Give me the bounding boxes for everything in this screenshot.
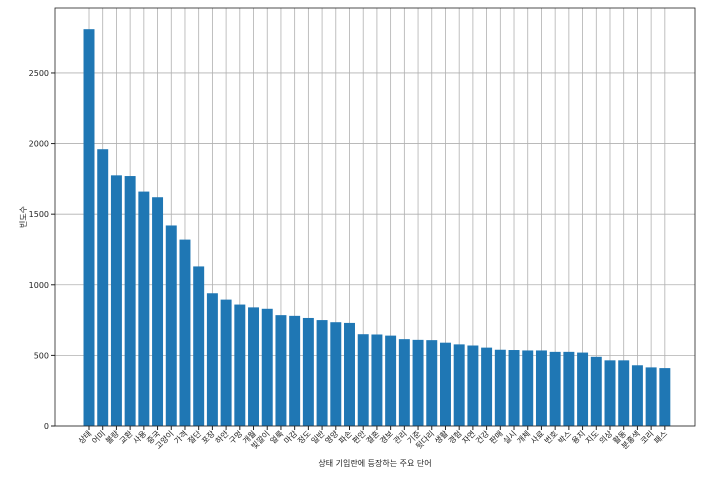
bar (508, 350, 520, 426)
x-tick-label: 박스 (556, 428, 573, 445)
bar (330, 322, 342, 426)
bar (165, 225, 177, 426)
bar (385, 335, 397, 426)
x-tick-label: 포장 (199, 428, 217, 446)
bar (398, 339, 410, 426)
bar (618, 360, 630, 426)
bar (494, 349, 506, 426)
bar (110, 175, 122, 426)
x-tick-label: 구멍 (227, 428, 244, 445)
bar (577, 352, 589, 426)
x-tick-label: 판매 (488, 429, 505, 446)
bar (248, 307, 260, 426)
x-tick-label: 영양 (323, 428, 341, 446)
bar (522, 350, 534, 426)
bar (645, 367, 657, 426)
bar (316, 320, 328, 426)
bar (152, 197, 164, 426)
x-tick-label: 용지 (570, 429, 587, 446)
y-axis-label: 빈도수 (19, 206, 28, 228)
x-tick-label: 사용 (131, 429, 148, 446)
x-tick-label: 사료 (529, 429, 546, 446)
x-tick-label: 패스 (652, 428, 669, 445)
bar (467, 345, 479, 426)
y-tick-label: 500 (34, 351, 49, 360)
x-tick-label: 경험 (446, 428, 463, 445)
x-tick-label: 어미 (90, 428, 107, 445)
bar (631, 365, 643, 426)
x-tick-label: 교환 (117, 428, 135, 446)
x-tick-label: 실시 (501, 428, 518, 445)
x-tick-label: 코리 (639, 429, 656, 446)
y-tick-label: 0 (44, 422, 49, 431)
x-tick-label: 상태 (76, 428, 93, 445)
bar (261, 308, 273, 426)
bar (138, 191, 150, 426)
x-tick-label: 의상 (597, 428, 615, 446)
y-tick-label: 2000 (29, 140, 49, 149)
bar (234, 304, 246, 426)
bar (97, 149, 109, 426)
x-tick-label: 자연 (461, 429, 478, 446)
bar (302, 317, 314, 426)
bar (549, 351, 561, 426)
x-tick-label: 경보 (378, 428, 395, 445)
x-tick-label: 하얀 (213, 428, 231, 446)
bar (193, 266, 205, 426)
bar (412, 339, 424, 426)
bar (590, 356, 602, 426)
plot-frame (54, 7, 696, 427)
bar (604, 360, 616, 426)
x-tick-label: 얼룩 (268, 428, 285, 445)
bar (220, 299, 232, 426)
x-tick-label: 건강 (474, 428, 492, 446)
y-tick-label: 1500 (29, 210, 49, 219)
bar (659, 368, 671, 426)
bar (563, 351, 575, 426)
x-tick-label: 결혼 (364, 428, 381, 445)
bar (439, 342, 451, 426)
bar (357, 334, 369, 426)
x-tick-label: 불량 (103, 428, 121, 446)
bar (275, 315, 287, 426)
x-tick-label: 개체 (515, 428, 532, 445)
bar (481, 347, 493, 426)
y-tick-label: 2500 (29, 69, 49, 78)
x-axis-label: 상태 기입란에 등장하는 주요 단어 (318, 458, 431, 468)
y-tick-label: 1000 (29, 281, 49, 290)
x-tick-label: 편안 (350, 428, 368, 446)
x-tick-label: 가격 (172, 428, 189, 445)
bar (179, 239, 191, 426)
bar (83, 29, 95, 426)
x-tick-label: 파손 (337, 429, 354, 446)
bar (371, 334, 383, 426)
bar (344, 322, 355, 426)
x-tick-label: 번호 (543, 429, 560, 446)
bar (453, 344, 465, 426)
x-tick-label: 절단 (186, 428, 204, 446)
x-tick-label: 지도 (584, 429, 601, 446)
bar (535, 350, 547, 426)
bar (206, 293, 218, 426)
x-tick-label: 생활 (432, 428, 450, 446)
bar (426, 340, 438, 426)
bar (124, 176, 136, 426)
x-tick-label: 마감 (282, 428, 300, 446)
x-tick-label: 관리 (391, 428, 408, 445)
x-tick-label: 정도 (295, 428, 312, 445)
bar (289, 315, 301, 426)
